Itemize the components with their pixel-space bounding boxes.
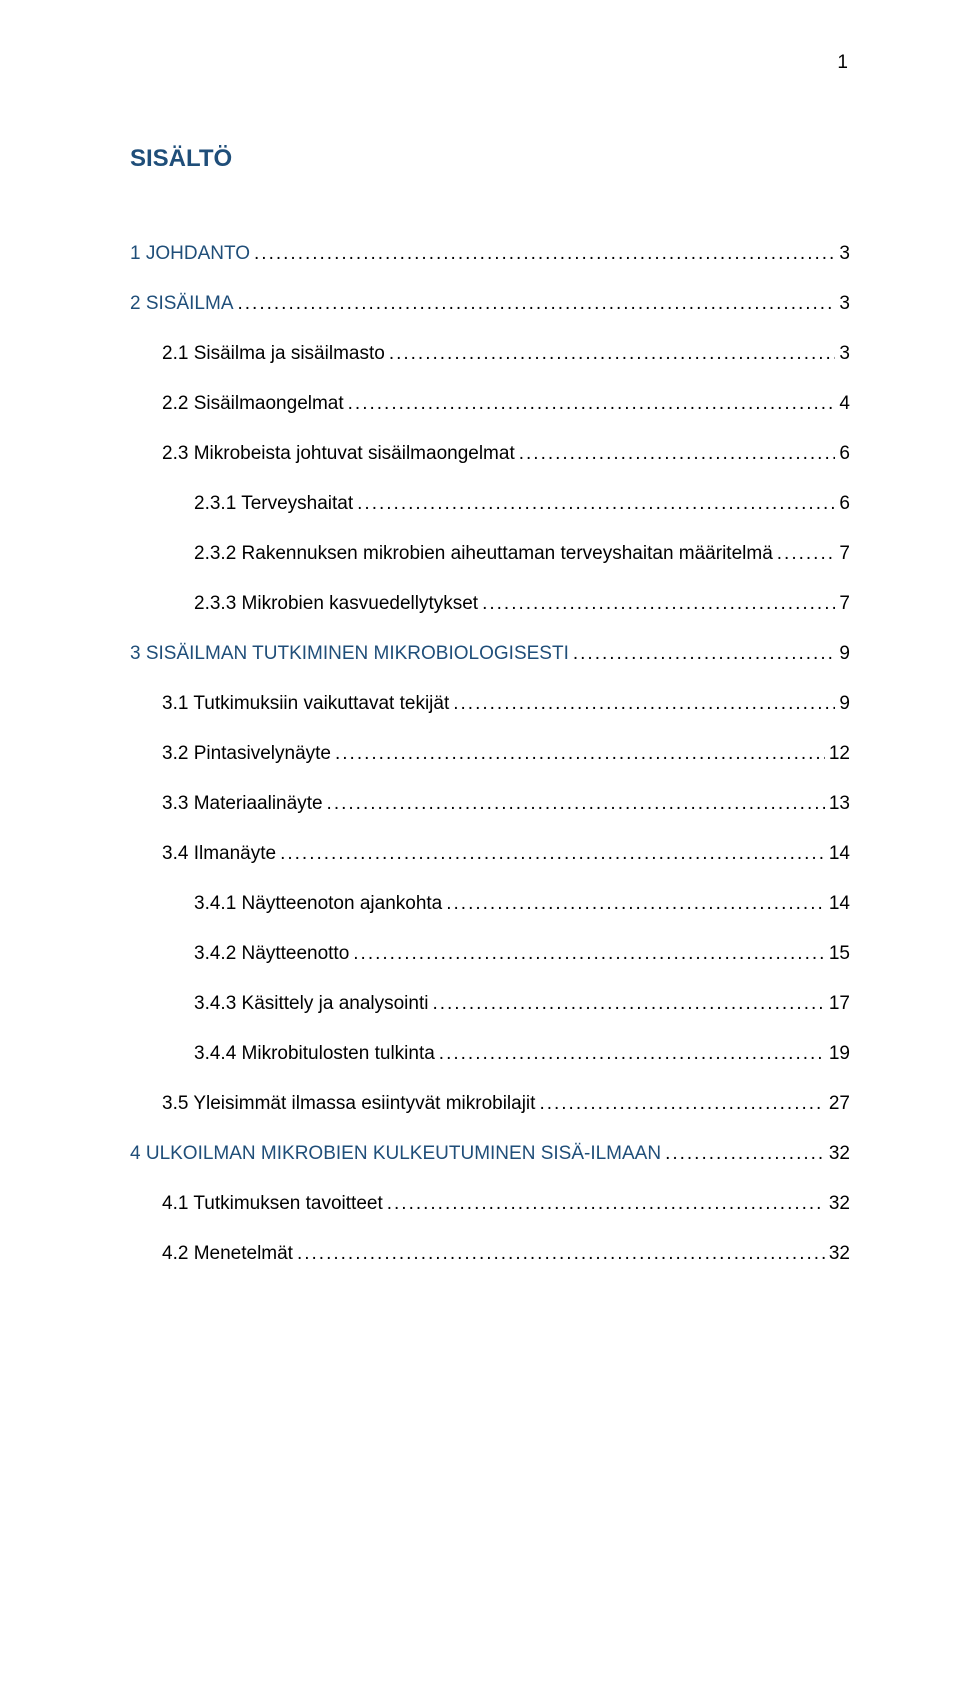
toc-entry-page: 4: [839, 393, 850, 415]
toc-entry: 3.3 Materiaalinäyte 13: [162, 793, 850, 815]
toc-entry-page: 15: [829, 943, 850, 965]
toc-entry: 3.4.2 Näytteenotto 15: [194, 943, 850, 965]
toc-entry: 3.4.1 Näytteenoton ajankohta 14: [194, 893, 850, 915]
toc-leader-dots: [519, 443, 836, 465]
toc-entry: 3 SISÄILMAN TUTKIMINEN MIKROBIOLOGISESTI…: [130, 643, 850, 665]
toc-entry-label: 4.2 Menetelmät: [162, 1243, 293, 1265]
toc-leader-dots: [297, 1243, 825, 1265]
toc-leader-dots: [254, 243, 835, 265]
toc-entry-label: 3.4 Ilmanäyte: [162, 843, 276, 865]
toc-entry-label: 3.3 Materiaalinäyte: [162, 793, 323, 815]
toc-entry-page: 14: [829, 843, 850, 865]
toc-entry-page: 13: [829, 793, 850, 815]
toc-entry: 2.3.3 Mikrobien kasvuedellytykset 7: [194, 593, 850, 615]
toc-list: 1 JOHDANTO32 SISÄILMA32.1 Sisäilma ja si…: [130, 243, 850, 1265]
toc-leader-dots: [238, 293, 836, 315]
toc-entry-label: 2.2 Sisäilmaongelmat: [162, 393, 344, 415]
toc-leader-dots: [348, 393, 836, 415]
toc-entry: 3.4.4 Mikrobitulosten tulkinta 19: [194, 1043, 850, 1065]
toc-entry-page: 6: [839, 493, 850, 515]
toc-entry-page: 32: [829, 1243, 850, 1265]
toc-entry: 3.1 Tutkimuksiin vaikuttavat tekijät 9: [162, 693, 850, 715]
toc-entry: 2 SISÄILMA 3: [130, 293, 850, 315]
toc-leader-dots: [389, 343, 836, 365]
toc-entry-page: 12: [829, 743, 850, 765]
toc-entry-label: 2 SISÄILMA: [130, 293, 234, 315]
toc-entry: 3.5 Yleisimmät ilmassa esiintyvät mikrob…: [162, 1093, 850, 1115]
toc-entry: 3.4 Ilmanäyte 14: [162, 843, 850, 865]
toc-entry-label: 3.4.3 Käsittely ja analysointi: [194, 993, 428, 1015]
toc-leader-dots: [387, 1193, 825, 1215]
toc-entry-label: 2.3 Mikrobeista johtuvat sisäilmaongelma…: [162, 443, 515, 465]
toc-entry-page: 9: [839, 693, 850, 715]
toc-entry: 2.2 Sisäilmaongelmat 4: [162, 393, 850, 415]
toc-entry: 2.3.1 Terveyshaitat 6: [194, 493, 850, 515]
toc-entry-label: 3.4.2 Näytteenotto: [194, 943, 349, 965]
toc-entry-page: 3: [839, 293, 850, 315]
toc-entry: 2.3 Mikrobeista johtuvat sisäilmaongelma…: [162, 443, 850, 465]
toc-entry: 2.3.2 Rakennuksen mikrobien aiheuttaman …: [194, 543, 850, 565]
toc-title: SISÄLTÖ: [130, 145, 850, 173]
toc-entry-label: 3.4.4 Mikrobitulosten tulkinta: [194, 1043, 435, 1065]
toc-leader-dots: [439, 1043, 825, 1065]
toc-entry-label: 1 JOHDANTO: [130, 243, 250, 265]
toc-entry-page: 9: [839, 643, 850, 665]
toc-entry-label: 4.1 Tutkimuksen tavoitteet: [162, 1193, 383, 1215]
toc-entry-label: 2.3.3 Mikrobien kasvuedellytykset: [194, 593, 478, 615]
toc-entry-page: 14: [829, 893, 850, 915]
toc-entry-page: 3: [839, 243, 850, 265]
toc-entry-page: 32: [829, 1143, 850, 1165]
toc-entry-label: 2.3.1 Terveyshaitat: [194, 493, 353, 515]
toc-leader-dots: [573, 643, 836, 665]
toc-leader-dots: [353, 943, 825, 965]
toc-entry-label: 2.3.2 Rakennuksen mikrobien aiheuttaman …: [194, 543, 773, 565]
toc-entry: 3.2 Pintasivelynäyte 12: [162, 743, 850, 765]
toc-entry-label: 3.4.1 Näytteenoton ajankohta: [194, 893, 442, 915]
toc-leader-dots: [357, 493, 835, 515]
toc-leader-dots: [327, 793, 825, 815]
toc-leader-dots: [446, 893, 825, 915]
toc-entry-label: 2.1 Sisäilma ja sisäilmasto: [162, 343, 385, 365]
toc-entry-page: 32: [829, 1193, 850, 1215]
toc-entry: 4.1 Tutkimuksen tavoitteet 32: [162, 1193, 850, 1215]
toc-entry-label: 4 ULKOILMAN MIKROBIEN KULKEUTUMINEN SISÄ…: [130, 1143, 661, 1165]
toc-leader-dots: [482, 593, 835, 615]
toc-entry-page: 17: [829, 993, 850, 1015]
toc-entry-page: 19: [829, 1043, 850, 1065]
toc-leader-dots: [777, 543, 836, 565]
toc-entry-page: 7: [839, 593, 850, 615]
toc-leader-dots: [539, 1093, 824, 1115]
toc-leader-dots: [335, 743, 825, 765]
toc-entry-label: 3 SISÄILMAN TUTKIMINEN MIKROBIOLOGISESTI: [130, 643, 569, 665]
page-number: 1: [837, 52, 848, 74]
toc-entry-page: 3: [839, 343, 850, 365]
toc-entry-page: 7: [839, 543, 850, 565]
toc-entry-page: 6: [839, 443, 850, 465]
toc-entry: 4.2 Menetelmät 32: [162, 1243, 850, 1265]
toc-leader-dots: [453, 693, 835, 715]
toc-entry: 4 ULKOILMAN MIKROBIEN KULKEUTUMINEN SISÄ…: [130, 1143, 850, 1165]
toc-entry-page: 27: [829, 1093, 850, 1115]
toc-entry-label: 3.5 Yleisimmät ilmassa esiintyvät mikrob…: [162, 1093, 535, 1115]
toc-leader-dots: [665, 1143, 825, 1165]
toc-entry-label: 3.1 Tutkimuksiin vaikuttavat tekijät: [162, 693, 449, 715]
toc-entry: 1 JOHDANTO 3: [130, 243, 850, 265]
toc-entry: 3.4.3 Käsittely ja analysointi 17: [194, 993, 850, 1015]
toc-entry: 2.1 Sisäilma ja sisäilmasto 3: [162, 343, 850, 365]
toc-entry-label: 3.2 Pintasivelynäyte: [162, 743, 331, 765]
toc-leader-dots: [280, 843, 825, 865]
toc-leader-dots: [432, 993, 824, 1015]
